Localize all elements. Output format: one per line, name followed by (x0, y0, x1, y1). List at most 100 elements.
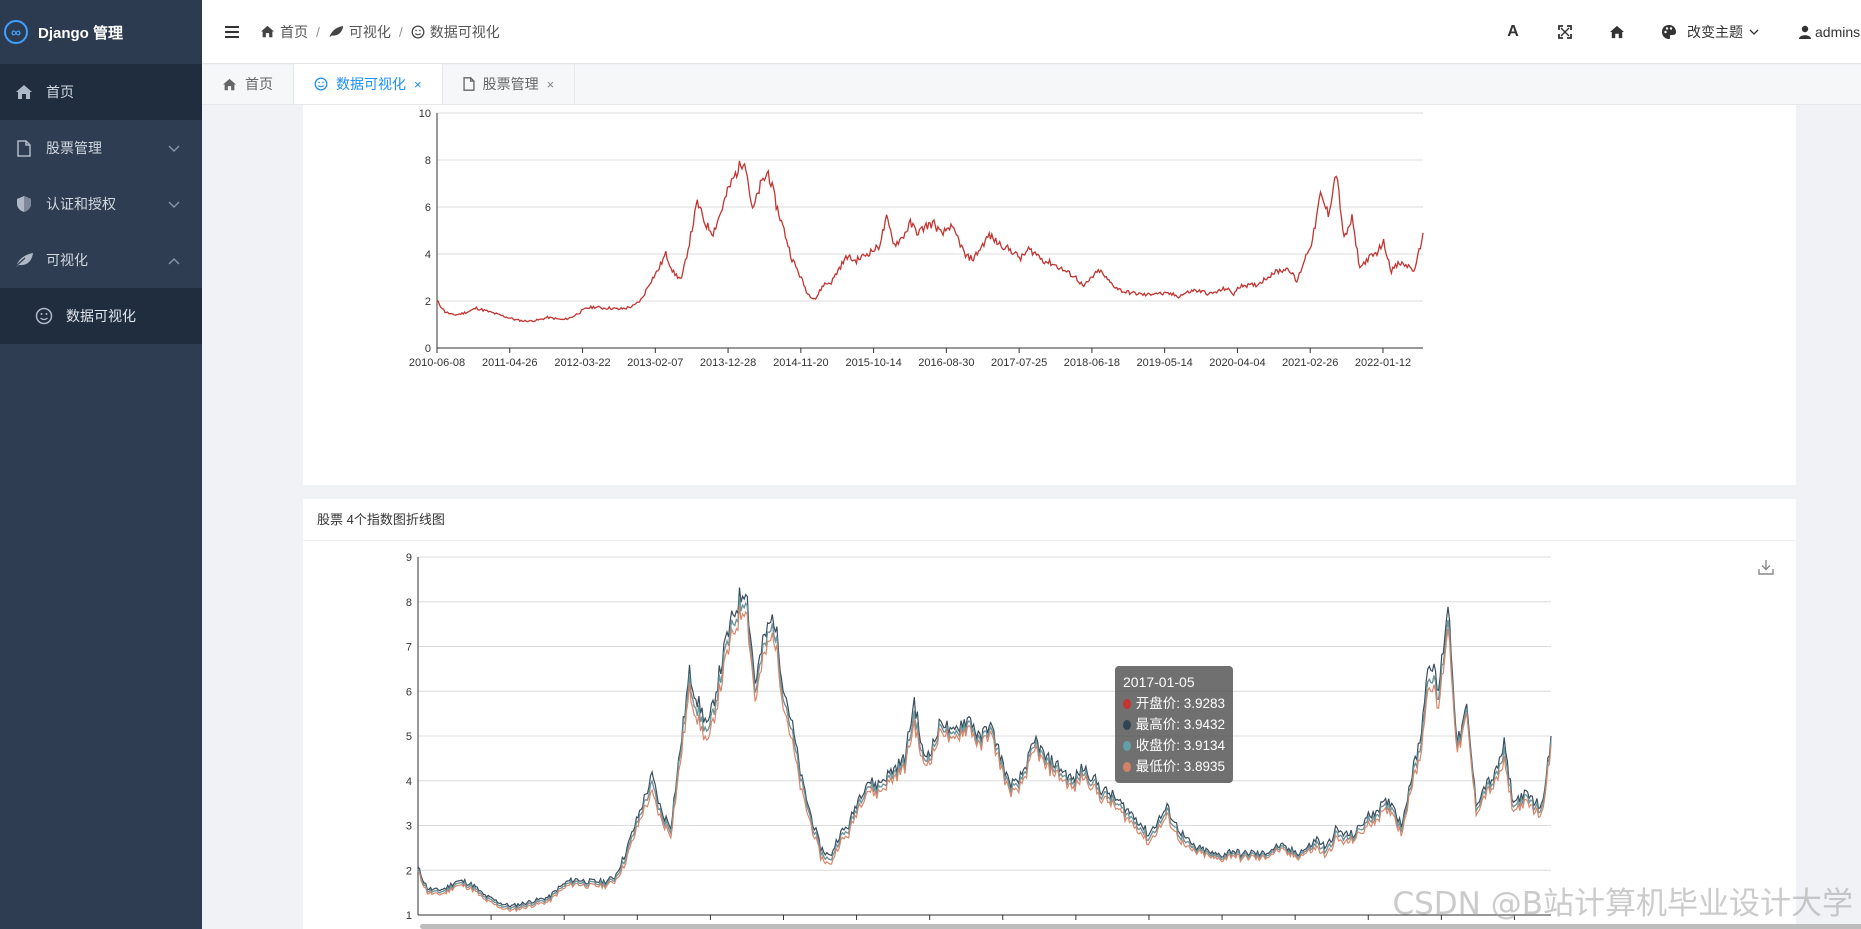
tooltip-row: 最低价: 3.8935 (1123, 756, 1225, 777)
series-line (417, 587, 1552, 909)
tooltip-row-label: 最低价: 3.8935 (1135, 759, 1225, 774)
user-name: admins (1815, 24, 1861, 40)
y-tick-label: 8 (406, 597, 412, 609)
series-dot (1123, 740, 1131, 751)
chart-card-2: 股票 4个指数图折线图 开盘价最高价收盘价最低价123456789 (303, 499, 1796, 929)
sidebar-item-label: 股票管理 (46, 140, 102, 156)
x-tick-label: 2022-01-12 (1355, 357, 1411, 369)
tab-label: 股票管理 (482, 76, 539, 92)
horizontal-scrollbar[interactable] (420, 924, 1861, 929)
price-line-chart[interactable]: 0 2 4 6 8 10 2010-06-08 2011-04-26 2012-03-22 201… (303, 105, 1796, 485)
tab-home[interactable]: 首页 (202, 64, 294, 104)
palette-icon (1661, 24, 1677, 40)
header-toolbar: A 改变主题 admins (1487, 0, 1861, 64)
smile-icon (411, 25, 425, 39)
breadcrumb-label: 数据可视化 (429, 23, 500, 40)
tab-label: 首页 (245, 76, 273, 92)
x-tick-label: 2017-07-25 (991, 357, 1047, 369)
y-tick-label: 10 (419, 108, 431, 120)
tooltip-row: 开盘价: 3.9283 (1123, 693, 1225, 714)
close-icon[interactable]: × (546, 76, 555, 92)
chart-card-1: 0 2 4 6 8 10 2010-06-08 2011-04-26 2012-03-22 201… (303, 105, 1796, 485)
y-tick-label: 1 (406, 910, 412, 922)
fullscreen-icon[interactable] (1539, 0, 1591, 64)
x-tick-label: 2020-04-04 (1209, 357, 1265, 369)
sidebar-item-home[interactable]: 首页 (0, 64, 202, 120)
menu-toggle-icon[interactable] (222, 22, 242, 42)
x-tick-label: 2021-02-26 (1282, 357, 1338, 369)
y-tick-label: 5 (406, 731, 412, 743)
home-icon (14, 82, 34, 102)
download-icon[interactable] (1758, 559, 1776, 577)
app-logo[interactable]: ∞ Django 管理 (0, 0, 202, 64)
home-icon (260, 25, 275, 38)
user-menu[interactable]: admins (1799, 24, 1861, 40)
theme-label: 改变主题 (1687, 24, 1743, 40)
main-content[interactable]: 0 2 4 6 8 10 2010-06-08 2011-04-26 2012-03-22 201… (202, 105, 1861, 929)
x-tick-label: 2011-04-26 (482, 357, 537, 369)
leaf-icon (14, 250, 34, 270)
y-tick-label: 4 (425, 249, 431, 261)
tooltip-row: 最高价: 3.9432 (1123, 714, 1225, 735)
smile-icon (34, 306, 54, 326)
sidebar-item-label: 首页 (46, 84, 74, 100)
tooltip-row-label: 收盘价: 3.9134 (1135, 738, 1225, 753)
chart-tooltip: 2017-01-05 开盘价: 3.9283 最高价: 3.9432 收盘价: … (1115, 666, 1233, 783)
breadcrumb-item-data-visualization: 数据可视化 (411, 22, 500, 42)
font-size-button[interactable]: A (1507, 23, 1519, 40)
series-dot (1123, 761, 1131, 772)
breadcrumb-item-home[interactable]: 首页 (260, 22, 308, 42)
y-tick-label: 3 (406, 821, 412, 833)
series-line (436, 160, 1424, 323)
tooltip-row-label: 开盘价: 3.9283 (1135, 696, 1225, 711)
breadcrumb: 首页 / 可视化 / 数据可视化 (260, 22, 500, 42)
breadcrumb-item-visualization[interactable]: 可视化 (328, 22, 391, 42)
shield-icon (14, 194, 34, 214)
y-tick-label: 6 (425, 202, 431, 214)
tooltip-date: 2017-01-05 (1123, 674, 1195, 690)
top-header: 首页 / 可视化 / 数据可视化 A 改变主题 (202, 0, 1861, 64)
chevron-down-icon (168, 140, 182, 154)
file-icon (462, 77, 475, 91)
app-title: Django 管理 (38, 24, 123, 42)
tab-bar: 首页 数据可视化 × 股票管理 × (202, 64, 1861, 105)
x-tick-label: 2013-12-28 (700, 357, 756, 369)
infinity-logo-icon: ∞ (4, 20, 28, 44)
x-tick-label: 2016-08-30 (918, 357, 974, 369)
card-title: 股票 4个指数图折线图 (303, 499, 1796, 541)
file-icon (14, 138, 34, 158)
home-icon[interactable] (1591, 0, 1643, 64)
four-index-line-chart[interactable]: 开盘价最高价收盘价最低价123456789 (303, 541, 1796, 929)
chevron-down-icon (1749, 29, 1759, 35)
close-icon[interactable]: × (414, 76, 422, 92)
tab-data-visualization[interactable]: 数据可视化 × (294, 64, 443, 104)
x-tick-label: 2014-11-20 (773, 357, 828, 369)
change-theme-dropdown[interactable]: 改变主题 (1661, 22, 1759, 42)
y-tick-label: 4 (406, 776, 412, 788)
sidebar-item-visualization[interactable]: 可视化 (0, 232, 202, 288)
sidebar-subitem-label: 数据可视化 (66, 308, 136, 324)
y-tick-label: 2 (406, 865, 412, 877)
sidebar-item-label: 认证和授权 (46, 196, 116, 212)
smile-icon (314, 77, 328, 91)
sidebar-subitem-data-visualization[interactable]: 数据可视化 (0, 288, 202, 344)
y-tick-label: 6 (406, 686, 412, 698)
home-icon (222, 78, 237, 91)
series-line (417, 596, 1552, 911)
sidebar: ∞ Django 管理 首页 股票管理 认证和授权 可视化 (0, 0, 202, 929)
tooltip-row: 收盘价: 3.9134 (1123, 735, 1225, 756)
y-tick-label: 2 (425, 296, 431, 308)
watermark: CSDN @B站计算机毕业设计大学 (1392, 886, 1853, 922)
x-tick-label: 2018-06-18 (1064, 357, 1120, 369)
y-tick-label: 0 (425, 343, 431, 355)
y-tick-label: 8 (425, 155, 431, 167)
chevron-down-icon (168, 196, 182, 210)
breadcrumb-label: 可视化 (348, 23, 391, 40)
x-tick-label: 2015-10-14 (845, 357, 901, 369)
sidebar-item-stocks[interactable]: 股票管理 (0, 120, 202, 176)
sidebar-item-auth[interactable]: 认证和授权 (0, 176, 202, 232)
y-tick-label: 9 (406, 552, 412, 564)
breadcrumb-separator: / (316, 23, 320, 40)
tab-stock-management[interactable]: 股票管理 × (443, 64, 576, 104)
x-tick-label: 2012-03-22 (554, 357, 610, 369)
